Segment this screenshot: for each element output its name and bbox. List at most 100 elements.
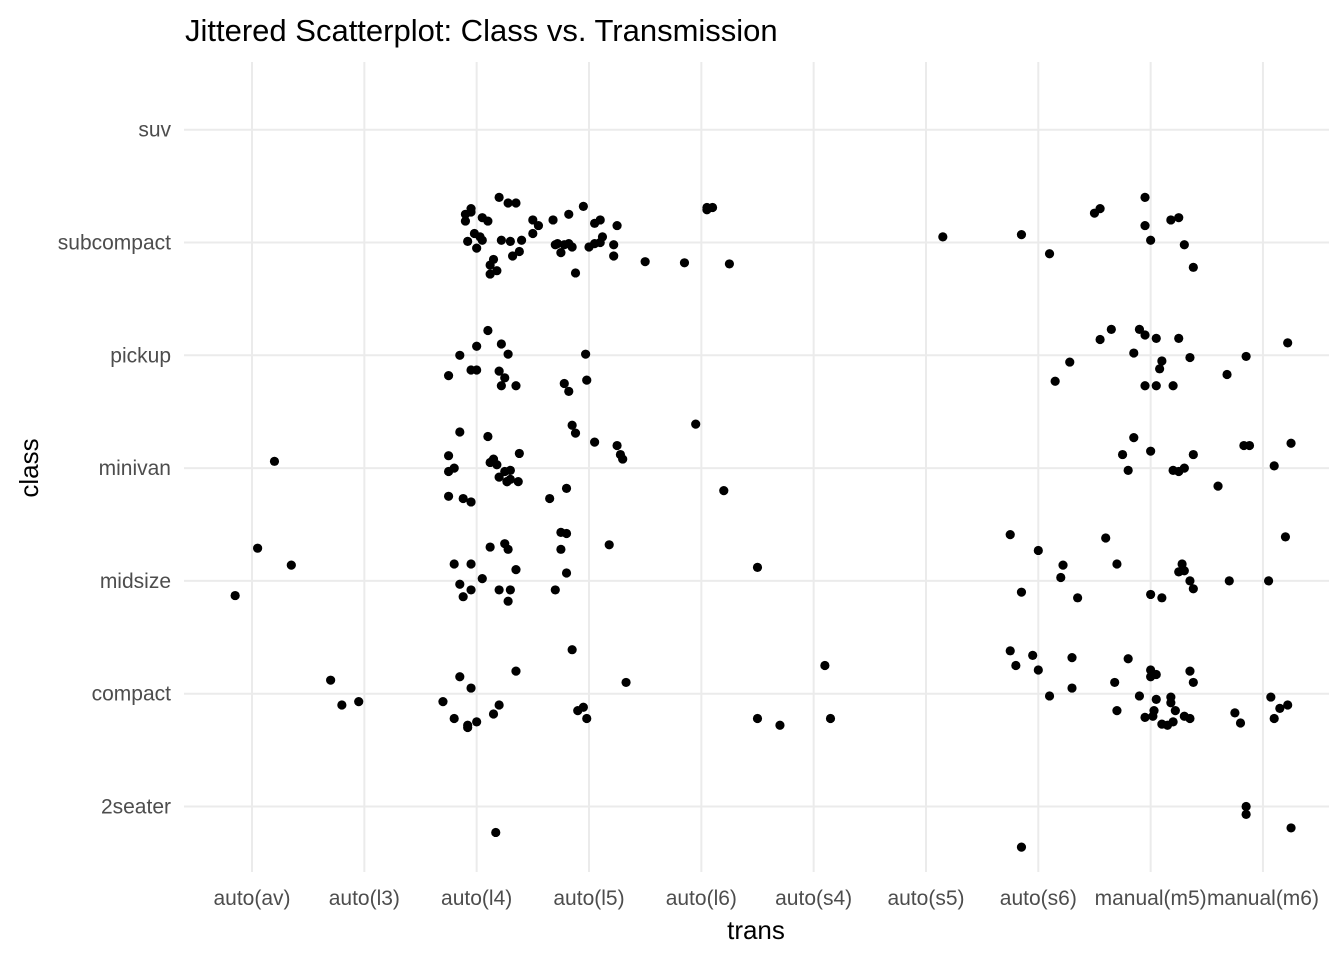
y-tick-label: compact: [92, 683, 172, 706]
data-point: [1185, 352, 1195, 363]
data-point: [1286, 823, 1296, 833]
data-point: [775, 720, 785, 730]
data-point: [477, 574, 487, 584]
data-point: [691, 419, 701, 429]
data-point: [1179, 463, 1189, 473]
data-point: [1224, 576, 1234, 586]
data-point: [1140, 712, 1150, 722]
data-point: [496, 339, 506, 349]
x-tick-label: auto(l3): [329, 887, 400, 910]
data-point: [503, 198, 513, 208]
data-point: [1269, 713, 1279, 724]
data-point: [505, 585, 515, 595]
data-point: [511, 381, 521, 391]
data-point: [1230, 708, 1240, 718]
data-point: [438, 696, 448, 707]
data-point: [1241, 351, 1251, 362]
data-point: [337, 700, 347, 710]
data-point: [1280, 532, 1291, 542]
data-point: [1140, 220, 1150, 231]
data-point: [556, 527, 566, 537]
data-point: [483, 431, 493, 442]
data-point: [326, 675, 336, 685]
data-point: [505, 236, 515, 246]
data-point: [609, 240, 619, 250]
data-point: [513, 477, 523, 487]
data-point: [1185, 576, 1195, 586]
data-point: [567, 420, 577, 430]
data-point: [443, 491, 454, 501]
x-tick-label: manual(m5): [1095, 887, 1207, 910]
gridlines: [184, 62, 1329, 872]
data-point: [752, 562, 763, 572]
data-point: [1095, 334, 1105, 345]
data-point: [458, 592, 468, 602]
data-point: [511, 565, 521, 575]
data-point: [472, 341, 482, 351]
data-point: [1235, 718, 1246, 728]
data-point: [485, 269, 495, 279]
data-point: [485, 542, 495, 552]
data-point: [1011, 660, 1021, 671]
y-tick-label: midsize: [100, 570, 171, 593]
data-point: [449, 713, 459, 724]
data-point: [455, 350, 465, 360]
data-point: [500, 373, 510, 383]
data-point: [488, 709, 499, 719]
x-axis-tick-labels: auto(av) auto(l3) auto(l4) auto(l5) auto(l6)…: [213, 887, 1319, 910]
y-axis-tick-labels: 2seater compact midsize minivan pickup subcom…: [58, 119, 172, 819]
data-point: [466, 207, 476, 217]
data-point: [494, 366, 504, 376]
data-point: [463, 236, 473, 246]
data-point: [550, 585, 560, 595]
data-point: [269, 456, 280, 466]
data-point: [1050, 376, 1060, 386]
data-point: [516, 235, 527, 245]
data-point: [1129, 348, 1139, 358]
data-point: [707, 202, 718, 213]
data-point: [556, 544, 566, 554]
data-point: [496, 235, 506, 245]
data-point: [492, 460, 502, 470]
data-point: [230, 590, 240, 601]
data-point: [1166, 215, 1176, 225]
data-point: [1263, 576, 1274, 586]
data-point: [1028, 650, 1038, 660]
data-point: [1157, 593, 1167, 603]
data-point: [567, 242, 577, 252]
data-point: [1005, 646, 1015, 656]
data-point: [1151, 669, 1161, 680]
x-tick-label: auto(av): [213, 887, 290, 910]
data-point: [567, 645, 577, 655]
data-point: [463, 722, 473, 733]
data-point: [508, 251, 518, 261]
data-point: [556, 248, 566, 258]
data-point: [1244, 440, 1255, 451]
data-point: [1134, 324, 1145, 334]
x-tick-label: auto(l5): [553, 887, 624, 910]
x-tick-label: auto(s6): [1000, 887, 1077, 910]
data-point: [1185, 713, 1195, 724]
data-point: [528, 215, 538, 225]
data-point: [820, 660, 830, 671]
data-point: [505, 474, 515, 484]
data-point: [609, 251, 619, 261]
data-point: [570, 268, 581, 278]
data-point: [1044, 249, 1055, 259]
data-point: [1179, 240, 1189, 250]
data-point: [545, 493, 555, 504]
data-point: [354, 696, 364, 707]
data-point: [1168, 381, 1178, 391]
data-point: [458, 493, 468, 504]
y-tick-label: subcompact: [58, 232, 171, 255]
data-point: [825, 713, 836, 724]
data-point: [1151, 333, 1161, 343]
data-point: [1275, 703, 1285, 713]
data-point: [483, 325, 493, 336]
data-point: [570, 428, 581, 438]
x-tick-label: auto(s4): [775, 887, 852, 910]
data-point: [1056, 572, 1066, 583]
data-point: [1112, 706, 1122, 716]
data-point: [1170, 706, 1180, 716]
data-point: [286, 560, 296, 570]
